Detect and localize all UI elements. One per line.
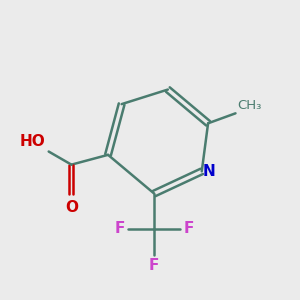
Text: F: F [149,258,159,273]
Text: O: O [65,200,78,215]
Text: F: F [115,221,125,236]
Text: F: F [183,221,194,236]
Text: HO: HO [20,134,46,148]
Text: CH₃: CH₃ [237,99,261,112]
Text: N: N [203,164,215,179]
